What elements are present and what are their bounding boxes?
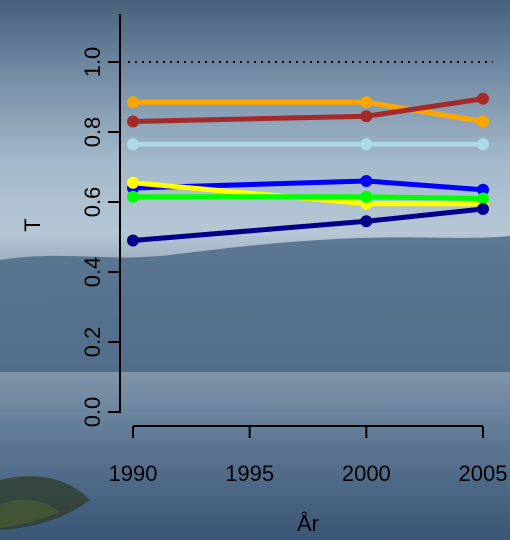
data-point (360, 215, 373, 228)
data-point (360, 96, 373, 109)
data-point (127, 190, 139, 203)
y-tick-label: 0.4 (80, 257, 105, 288)
series-2 (127, 138, 489, 151)
series-line (132, 206, 484, 243)
data-point (477, 203, 489, 215)
y-tick-label: 1.0 (80, 47, 105, 78)
x-axis-ticks: 1990 1995 2000 2005 (109, 426, 508, 486)
data-point (127, 115, 139, 128)
data-point (477, 115, 489, 128)
data-point (477, 92, 489, 105)
x-tick-label: 1990 (109, 461, 158, 486)
series-line (133, 194, 484, 201)
y-axis-ticks: 0.0 0.2 0.4 0.6 0.8 1.0 (80, 47, 120, 428)
y-axis-title: T (20, 218, 45, 231)
data-point (477, 183, 489, 196)
series-5 (127, 190, 489, 205)
y-tick-label: 0.2 (80, 327, 105, 358)
x-axis-title: År (297, 511, 319, 536)
x-tick-label: 2005 (459, 461, 508, 486)
data-point (477, 192, 489, 205)
data-point (360, 138, 373, 151)
data-point (127, 176, 139, 189)
y-tick-label: 0.8 (80, 117, 105, 148)
data-point (127, 234, 139, 247)
data-point (360, 190, 373, 203)
series-1 (127, 92, 489, 128)
data-point (477, 138, 489, 151)
y-tick-label: 0.0 (80, 397, 105, 428)
series-group (127, 92, 489, 247)
x-tick-label: 1995 (225, 461, 274, 486)
data-point (127, 96, 139, 109)
data-point (360, 175, 373, 187)
data-point (360, 110, 373, 123)
y-tick-label: 0.6 (80, 187, 105, 218)
series-0 (127, 96, 489, 128)
x-tick-label: 2000 (342, 461, 391, 486)
series-6 (127, 203, 489, 247)
data-point (127, 138, 139, 151)
